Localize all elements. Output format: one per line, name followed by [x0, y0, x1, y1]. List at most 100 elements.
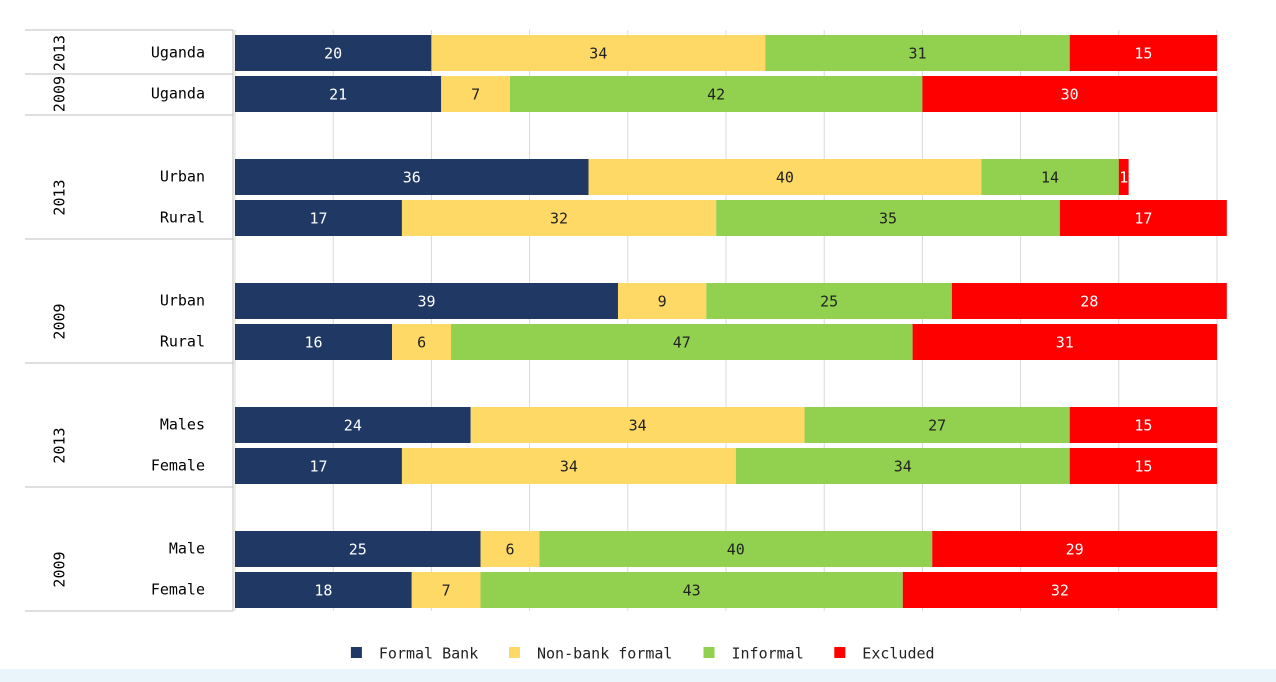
- category-label: Female: [151, 457, 205, 475]
- bar-segment: [235, 407, 471, 443]
- value-label: 42: [707, 86, 725, 104]
- value-label: 6: [417, 334, 426, 352]
- bar-segment: [235, 35, 432, 71]
- value-label: 15: [1134, 45, 1152, 63]
- bar-segment: [902, 572, 1217, 608]
- category-label: Urban: [160, 292, 205, 310]
- bar-segment: [235, 159, 589, 195]
- bar-segment: [235, 283, 618, 319]
- value-label: 18: [314, 582, 332, 600]
- bar-segment: [451, 324, 913, 360]
- value-label: 15: [1134, 417, 1152, 435]
- value-label: 27: [928, 417, 946, 435]
- value-label: 31: [908, 45, 926, 63]
- bar-segment: [716, 200, 1060, 236]
- value-label: 25: [349, 541, 367, 559]
- value-label: 16: [305, 334, 323, 352]
- bar-segment: [932, 531, 1217, 567]
- group-label: 2013: [51, 179, 69, 215]
- value-label: 29: [1066, 541, 1084, 559]
- category-label: Male: [169, 540, 205, 558]
- value-label: 17: [309, 210, 327, 228]
- value-label: 32: [1051, 582, 1069, 600]
- bar-segment: [1069, 35, 1217, 71]
- value-label: 35: [879, 210, 897, 228]
- bar-segment: [588, 159, 982, 195]
- value-label: 40: [727, 541, 745, 559]
- legend-label: Non-bank formal: [537, 645, 672, 663]
- category-label: Uganda: [151, 85, 205, 103]
- bottom-strip: [0, 669, 1276, 682]
- bar-segment: [235, 531, 481, 567]
- value-label: 25: [820, 293, 838, 311]
- category-label: Uganda: [151, 44, 205, 62]
- value-label: 1: [1119, 169, 1128, 187]
- bar-segment: [735, 448, 1070, 484]
- value-label: 36: [403, 169, 421, 187]
- value-label: 21: [329, 86, 347, 104]
- category-label: Female: [151, 581, 205, 599]
- bar-segment: [706, 283, 952, 319]
- legend-swatch: [834, 647, 846, 658]
- bar-segment: [235, 572, 412, 608]
- value-label: 32: [550, 210, 568, 228]
- value-label: 20: [324, 45, 342, 63]
- bar-segment: [509, 76, 923, 112]
- bar-segment: [401, 200, 717, 236]
- bar-segment: [401, 448, 736, 484]
- legend-label: Informal: [732, 645, 804, 663]
- value-label: 34: [629, 417, 647, 435]
- value-label: 47: [673, 334, 691, 352]
- bar-segment: [441, 76, 510, 112]
- value-label: 7: [442, 582, 451, 600]
- value-label: 28: [1080, 293, 1098, 311]
- bar-segment: [981, 159, 1119, 195]
- bar-segment: [480, 572, 903, 608]
- bar-segment: [539, 531, 933, 567]
- bar-segment: [235, 324, 393, 360]
- group-label: 2009: [51, 76, 69, 112]
- value-label: 9: [658, 293, 667, 311]
- bar-segment: [765, 35, 1070, 71]
- bar-segment: [617, 283, 707, 319]
- group-label: 2013: [51, 35, 69, 71]
- legend-label: Excluded: [862, 645, 934, 663]
- value-label: 39: [417, 293, 435, 311]
- value-label: 43: [683, 582, 701, 600]
- legend-swatch: [350, 647, 362, 658]
- value-label: 6: [505, 541, 514, 559]
- chart: 2013 2009 2013 2009 2013 2009 Uganda 20 34 31 15 Ug…: [25, 29, 1227, 663]
- bar-segment: [1069, 407, 1217, 443]
- bar-segment: [912, 324, 1217, 360]
- bar-segment: [470, 407, 805, 443]
- legend-swatch: [509, 647, 520, 658]
- category-label: Rural: [160, 209, 205, 227]
- bar-segment: [1059, 200, 1227, 236]
- bar-segment: [431, 35, 766, 71]
- bar-segment: [804, 407, 1070, 443]
- value-label: 14: [1041, 169, 1059, 187]
- value-label: 24: [344, 417, 362, 435]
- legend-label: Formal Bank: [379, 645, 478, 663]
- value-label: 40: [776, 169, 794, 187]
- value-label: 17: [1134, 210, 1152, 228]
- bar-segment: [951, 283, 1227, 319]
- bar-segment: [480, 531, 540, 567]
- bar-segment: [1069, 448, 1217, 484]
- bar-segment: [392, 324, 452, 360]
- value-label: 15: [1134, 458, 1152, 476]
- group-label: 2009: [51, 303, 69, 339]
- value-label: 7: [471, 86, 480, 104]
- bar-segment: [922, 76, 1217, 112]
- value-label: 34: [894, 458, 912, 476]
- bar-segment: [235, 76, 442, 112]
- value-label: 31: [1056, 334, 1074, 352]
- category-label: Rural: [160, 333, 205, 351]
- category-label: Urban: [160, 168, 205, 186]
- value-label: 30: [1061, 86, 1079, 104]
- bar-segment: [411, 572, 481, 608]
- value-label: 34: [560, 458, 578, 476]
- bar-segment: [1118, 159, 1129, 195]
- bar-segment: [235, 448, 402, 484]
